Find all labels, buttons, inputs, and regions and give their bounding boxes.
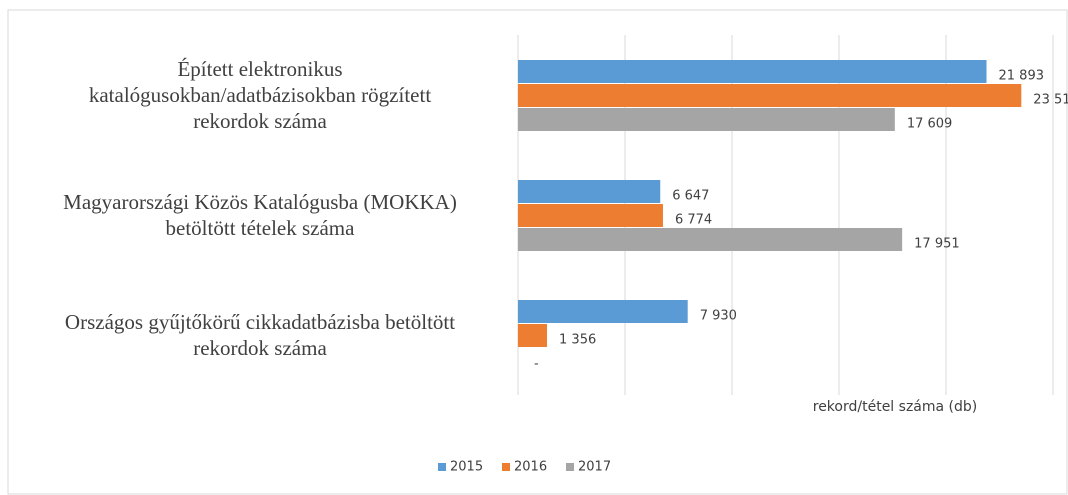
legend-swatch: [502, 463, 510, 471]
bar: [518, 180, 661, 203]
bar: [518, 324, 548, 347]
legend-swatch: [566, 463, 574, 471]
value-label: -: [534, 357, 539, 372]
bar: [518, 204, 663, 227]
bar: [518, 108, 895, 131]
value-label: 7 930: [700, 309, 737, 324]
value-label: 23 519: [1033, 93, 1068, 108]
legend-label: 2015: [450, 460, 483, 475]
x-axis-title: rekord/tétel száma (db): [813, 399, 977, 415]
chart-frame: [7, 9, 1068, 495]
category-label: Épített elektronikus katalógusokban/adat…: [88, 57, 432, 133]
category-label: Országos gyűjtőkörű cikkadatbázisba betö…: [64, 310, 456, 360]
legend-label: 2016: [514, 460, 547, 475]
value-label: 6 774: [675, 213, 712, 228]
value-label: 17 609: [907, 117, 953, 132]
value-label: 6 647: [672, 189, 709, 204]
category-label: Magyarországi Közös Katalógusba (MOKKA) …: [63, 190, 457, 240]
legend-label: 2017: [578, 460, 611, 475]
bar: [518, 228, 903, 251]
bar: [518, 300, 688, 323]
legend-swatch: [438, 463, 446, 471]
bar: [518, 60, 987, 83]
value-label: 1 356: [559, 333, 596, 348]
bar: [518, 84, 1022, 107]
value-label: 21 893: [999, 69, 1045, 84]
value-label: 17 951: [914, 237, 960, 252]
